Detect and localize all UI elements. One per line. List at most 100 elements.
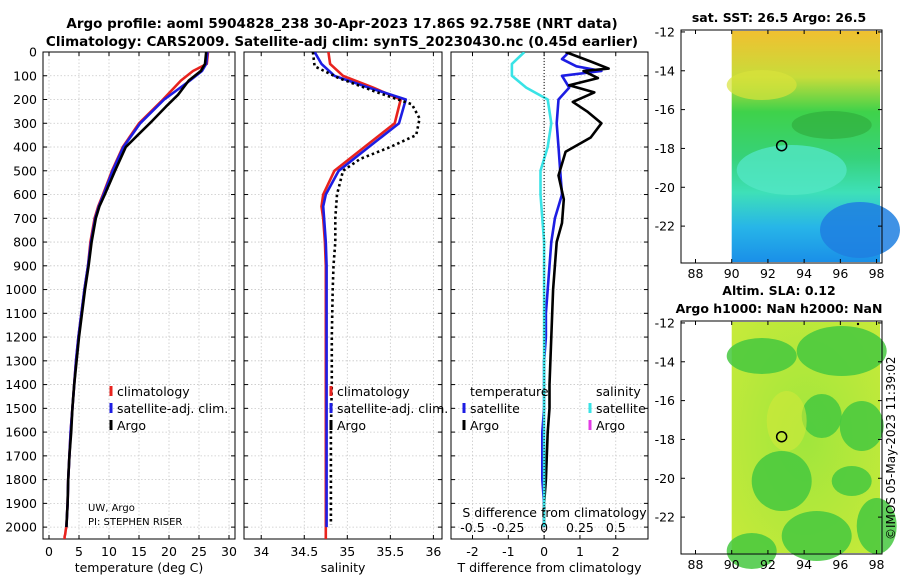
map-x-tick-label: 96	[832, 557, 848, 572]
series-line-argo	[65, 52, 208, 528]
map-x-tick-label: 90	[724, 557, 740, 572]
legend-label: Argo	[470, 418, 499, 433]
x-tick-label: 36	[425, 544, 441, 559]
map-y-tick-label: -12	[655, 24, 675, 39]
plot-frame	[243, 51, 443, 540]
series-group	[510, 52, 610, 528]
legend-label: Argo	[337, 418, 366, 433]
map-x-tick-label: 88	[688, 266, 704, 281]
map-frame	[680, 29, 883, 264]
y-tick-label: 700	[13, 211, 37, 226]
sla-blob	[801, 394, 842, 438]
map-y-tick-label: -20	[655, 471, 675, 486]
x-tick-label: -2	[466, 544, 478, 559]
sla-blob	[781, 511, 852, 561]
plot-frame	[450, 51, 649, 540]
y-tick-label: 200	[13, 92, 37, 107]
series-line-satellite-adj-clim-	[65, 52, 209, 528]
y-tick-label: 500	[13, 163, 37, 178]
x-tick-label: 35.5	[376, 544, 404, 559]
sst-green-patch	[791, 111, 872, 139]
argo-position-marker	[775, 139, 788, 152]
x-tick-label: 20	[161, 544, 177, 559]
map-x-tick-label: 90	[724, 266, 740, 281]
salinity-panel: 34 34.5 35 35.5 36 salinity climatology satelli…	[243, 51, 448, 575]
series-line-argo-temperature-	[542, 52, 610, 528]
sst-map-title: sat. SST: 26.5 Argo: 26.5	[692, 10, 866, 25]
y-tick-label: 0	[29, 45, 37, 60]
y-tick-label: 300	[13, 116, 37, 131]
legend-title-temperature: temperature	[470, 384, 549, 399]
y-tick-label: 1600	[5, 425, 37, 440]
map-y-tick-label: -14	[655, 354, 675, 369]
y-tick-label: 1900	[5, 496, 37, 511]
s-tick-label: -0.5	[460, 520, 484, 535]
map-y-tick-label: -22	[655, 219, 675, 234]
credit-line2: PI: STEPHEN RISER	[88, 517, 182, 528]
map-y-tick-label: -20	[655, 180, 675, 195]
x-axis-label: temperature (deg C)	[75, 560, 204, 575]
series-group	[311, 52, 421, 539]
y-tick-label: 1300	[5, 353, 37, 368]
x-tick-label: 30	[221, 544, 237, 559]
map-y-tick-label: -12	[655, 315, 675, 330]
map-y-tick-label: -16	[655, 102, 675, 117]
legend-label: satellite	[596, 401, 646, 416]
s-tick-label: 0	[540, 520, 548, 535]
x-tick-label: 0	[45, 544, 53, 559]
argo-position-marker	[775, 430, 788, 443]
sla-map-title-line2: Argo h1000: NaN h2000: NaN	[676, 301, 883, 316]
legend-label: climatology	[117, 384, 190, 399]
map-x-tick-label: 94	[796, 557, 812, 572]
legend-label: satellite-adj. clim.	[337, 401, 448, 416]
series-line-satellite-adj-clim-	[313, 52, 408, 528]
legend-label: satellite	[470, 401, 520, 416]
series-line-satellite-temperature-	[540, 52, 603, 528]
legend-title-salinity: salinity	[596, 384, 641, 399]
map-y-tick-label: -16	[655, 393, 675, 408]
y-tick-label: 1800	[5, 472, 37, 487]
x-axis-label: T difference from climatology	[456, 560, 642, 575]
y-tick-label: 1400	[5, 377, 37, 392]
x-tick-label: 5	[75, 544, 83, 559]
x-tick-label: 34	[253, 544, 269, 559]
legend-label: climatology	[337, 384, 410, 399]
sla-blob	[856, 498, 897, 554]
map-y-tick-label: -14	[655, 63, 675, 78]
sst-yellow-patch	[726, 70, 797, 100]
sla-blob	[726, 533, 777, 569]
y-tick-label: 1700	[5, 448, 37, 463]
x-tick-label: 35	[339, 544, 355, 559]
x-tick-label: 1	[576, 544, 584, 559]
sst-cool-patch	[820, 202, 900, 258]
legend-label: Argo	[117, 418, 146, 433]
map-frame	[680, 320, 883, 555]
x-tick-label: 25	[191, 544, 207, 559]
sla-blob	[796, 326, 887, 376]
sst-map-panel: 88 90 92 94 96 98 -12 -14 -16 -18 -20 -22	[655, 24, 900, 281]
x-tick-label: 10	[101, 544, 117, 559]
difference-panel: -2 -1 0 1 2T difference from climatology -0.5…	[450, 51, 649, 575]
series-group	[63, 52, 210, 539]
sla-map-title-line1: Altim. SLA: 0.12	[722, 283, 835, 298]
sla-blob	[839, 401, 884, 451]
s-tick-label: 0.5	[606, 520, 626, 535]
x-tick-label: 34.5	[290, 544, 318, 559]
sla-blob	[831, 466, 872, 496]
s-tick-label: 0.25	[566, 520, 594, 535]
legend-label: Argo	[596, 418, 625, 433]
map-dot	[856, 322, 860, 326]
x-tick-label: 2	[612, 544, 620, 559]
y-tick-label: 1100	[5, 306, 37, 321]
map-y-tick-label: -18	[655, 432, 675, 447]
s-tick-label: -0.25	[492, 520, 524, 535]
figure-title-line1: Argo profile: aoml 5904828_238 30-Apr-20…	[66, 16, 617, 32]
map-x-tick-label: 92	[760, 557, 776, 572]
x-tick-label: -1	[502, 544, 514, 559]
map-y-tick-label: -18	[655, 141, 675, 156]
series-line-satellite-salinity-	[510, 52, 553, 528]
map-x-tick-label: 92	[760, 266, 776, 281]
y-tick-label: 900	[13, 258, 37, 273]
x-tick-label: 0	[540, 544, 548, 559]
